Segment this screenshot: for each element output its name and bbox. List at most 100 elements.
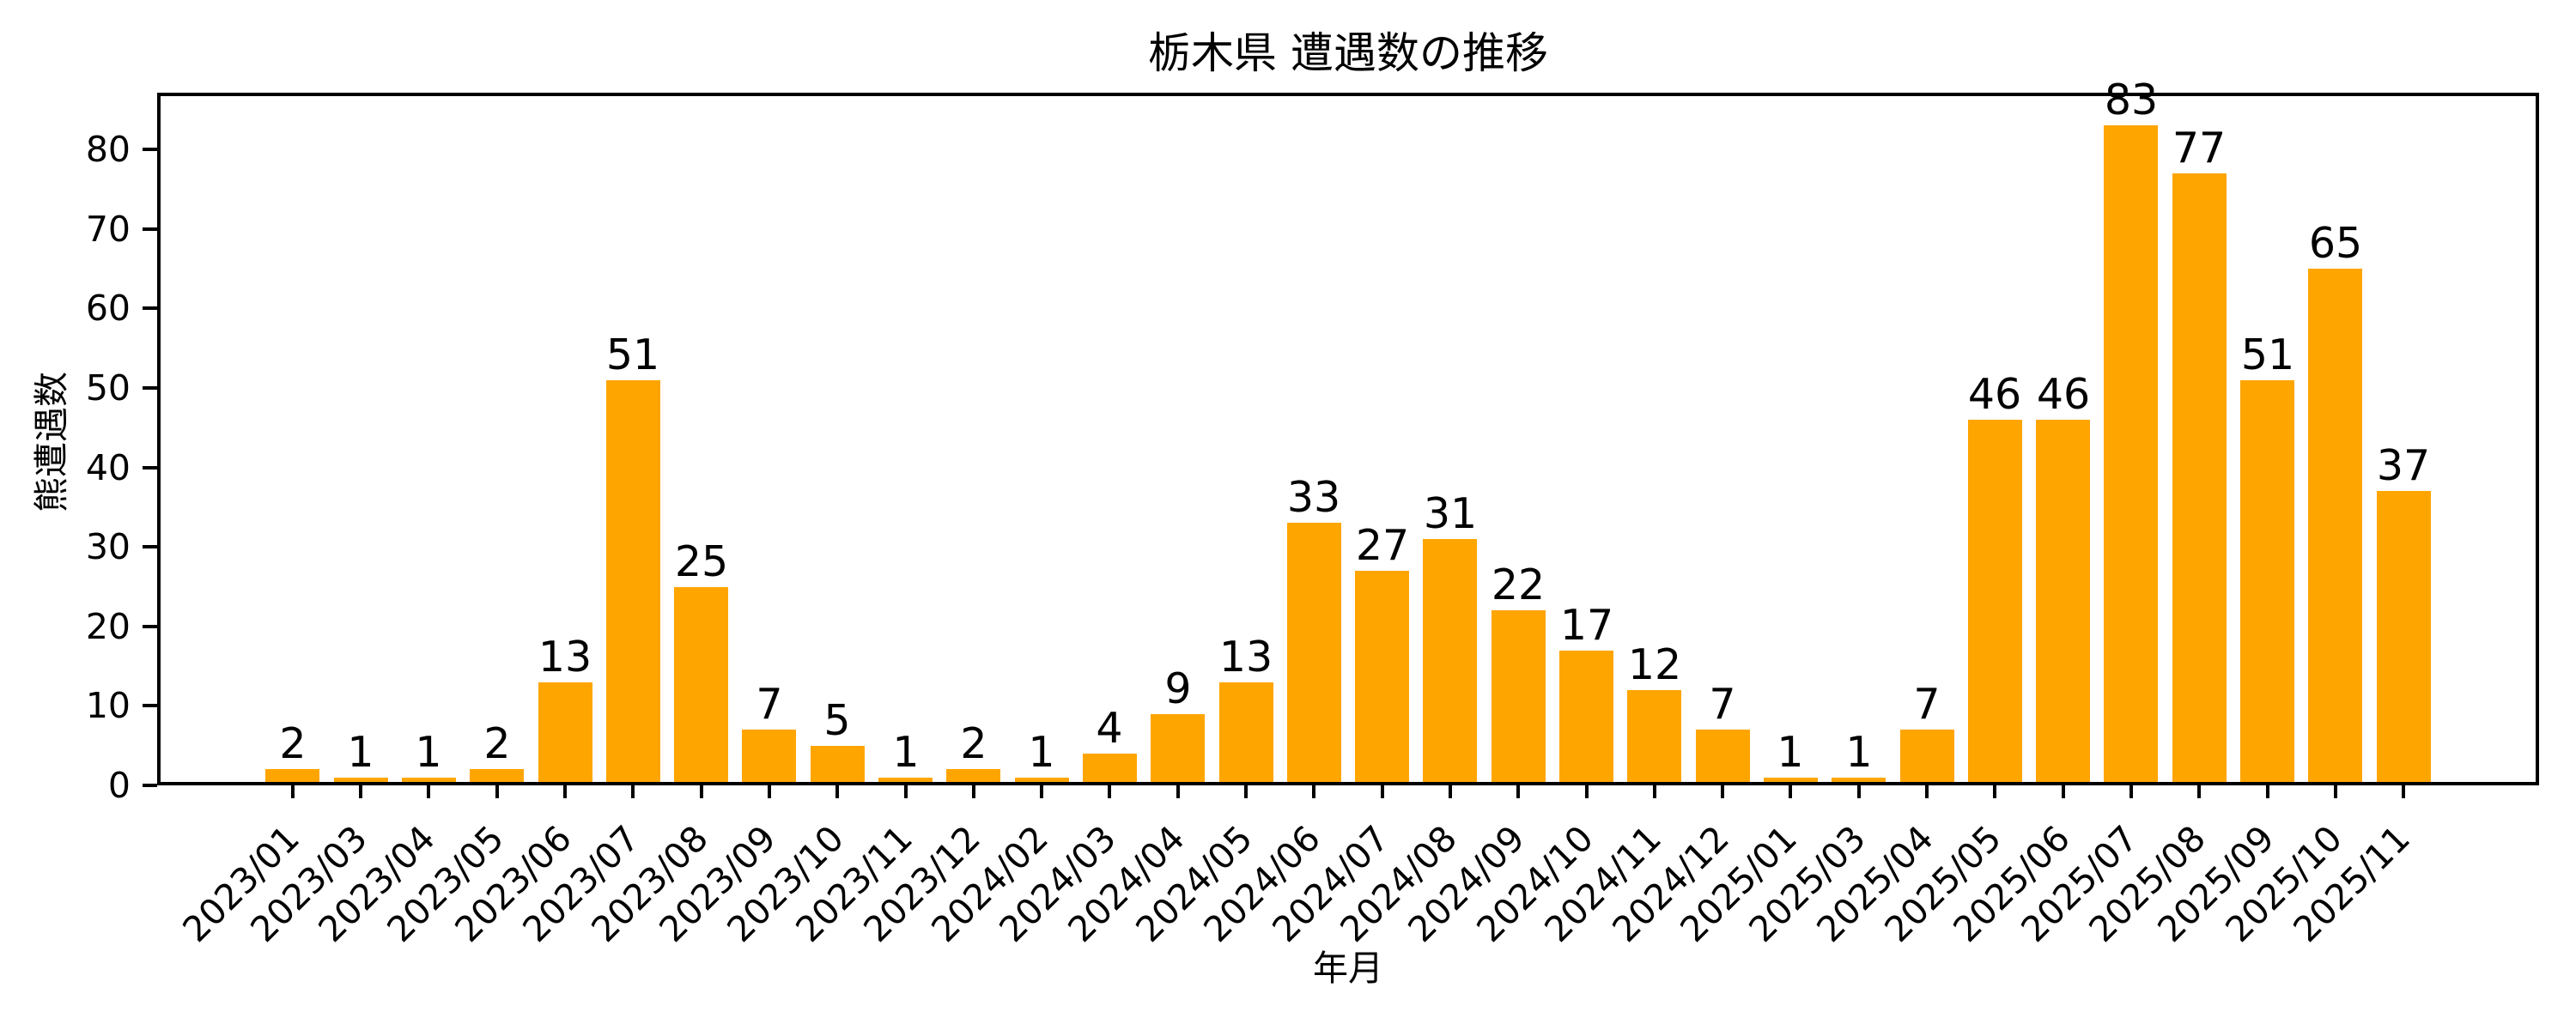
bar-value-label: 4 xyxy=(1096,704,1123,753)
bar xyxy=(265,769,319,785)
bar xyxy=(1559,650,1613,785)
bar-value-label: 31 xyxy=(1423,489,1478,538)
bar xyxy=(402,777,456,785)
bar-value-label: 22 xyxy=(1491,560,1546,609)
x-tick xyxy=(768,785,771,798)
x-tick xyxy=(2197,785,2201,798)
bar xyxy=(2104,125,2158,785)
bar-value-label: 13 xyxy=(1218,633,1273,682)
bar xyxy=(1083,753,1137,785)
y-tick-label: 40 xyxy=(85,446,131,488)
bar-value-label: 1 xyxy=(347,728,374,777)
y-tick xyxy=(143,148,157,152)
y-tick xyxy=(143,227,157,231)
x-tick xyxy=(495,785,499,798)
x-tick xyxy=(1585,785,1589,798)
bar xyxy=(2172,173,2227,785)
bar xyxy=(1900,730,1954,785)
x-tick xyxy=(1244,785,1248,798)
bar-value-label: 1 xyxy=(1845,728,1873,777)
bar-value-label: 1 xyxy=(892,728,920,777)
x-tick xyxy=(835,785,839,798)
bar-value-label: 33 xyxy=(1286,473,1341,522)
x-tick xyxy=(700,785,703,798)
bar xyxy=(1287,523,1341,785)
x-tick xyxy=(1108,785,1111,798)
bar xyxy=(878,777,933,785)
x-tick xyxy=(2129,785,2133,798)
bar xyxy=(606,379,660,785)
bar xyxy=(1968,420,2022,785)
x-tick xyxy=(631,785,635,798)
bar xyxy=(2036,420,2090,785)
x-tick xyxy=(1176,785,1180,798)
bar xyxy=(1151,713,1205,785)
y-tick xyxy=(143,784,157,787)
bar-value-label: 7 xyxy=(756,680,783,729)
y-tick-label: 30 xyxy=(85,526,131,568)
chart-title: 栃木県 遭遇数の推移 xyxy=(1148,28,1548,78)
bar-value-label: 46 xyxy=(2036,370,2091,419)
y-tick xyxy=(143,704,157,708)
x-tick xyxy=(1857,785,1861,798)
bar-value-label: 17 xyxy=(1559,601,1614,650)
bar xyxy=(470,769,524,785)
y-tick xyxy=(143,545,157,549)
bar-value-label: 77 xyxy=(2172,124,2227,173)
bar xyxy=(2308,269,2362,785)
y-tick-label: 60 xyxy=(85,288,131,330)
y-tick-label: 50 xyxy=(85,367,131,409)
bar-value-label: 46 xyxy=(1967,370,2022,419)
bar xyxy=(2377,491,2431,785)
x-tick xyxy=(1789,785,1792,798)
x-tick xyxy=(359,785,362,798)
bar-value-label: 12 xyxy=(1627,640,1682,689)
bar xyxy=(1696,730,1750,785)
x-tick xyxy=(2266,785,2269,798)
x-tick xyxy=(2062,785,2065,798)
x-tick xyxy=(972,785,975,798)
bar-value-label: 27 xyxy=(1355,521,1410,570)
x-axis-label: 年月 xyxy=(1313,948,1383,989)
bar-value-label: 2 xyxy=(483,719,511,768)
bar-value-label: 5 xyxy=(823,696,851,745)
y-tick xyxy=(143,306,157,311)
bar-value-label: 1 xyxy=(1777,728,1804,777)
x-tick xyxy=(1381,785,1384,798)
y-tick-label: 0 xyxy=(107,765,131,806)
y-tick-label: 80 xyxy=(85,129,131,171)
x-tick xyxy=(291,785,295,798)
bar xyxy=(742,730,796,785)
x-tick xyxy=(1449,785,1452,798)
bar-value-label: 83 xyxy=(2104,76,2159,124)
bar-value-label: 7 xyxy=(1709,680,1736,729)
bar-value-label: 9 xyxy=(1164,664,1192,713)
bar-value-label: 2 xyxy=(279,719,307,768)
y-tick xyxy=(143,465,157,470)
bar-value-label: 25 xyxy=(674,537,729,586)
bar xyxy=(1764,777,1818,785)
bar-value-label: 1 xyxy=(1028,728,1055,777)
bar xyxy=(1355,570,1409,785)
bar-value-label: 51 xyxy=(2240,330,2295,379)
x-tick xyxy=(1040,785,1043,798)
x-tick xyxy=(563,785,567,798)
x-tick xyxy=(1653,785,1656,798)
x-tick xyxy=(1993,785,1996,798)
x-tick xyxy=(427,785,430,798)
bar-value-label: 65 xyxy=(2308,219,2363,268)
bar xyxy=(1832,777,1886,785)
bar-value-label: 37 xyxy=(2376,441,2431,490)
bar xyxy=(1627,689,1681,785)
bar-value-label: 13 xyxy=(538,633,592,682)
bar xyxy=(1492,610,1546,785)
bar xyxy=(674,586,728,785)
bar xyxy=(1219,682,1273,785)
x-tick xyxy=(2334,785,2337,798)
bar-value-label: 51 xyxy=(605,330,660,379)
bar xyxy=(1423,538,1477,785)
bar xyxy=(538,682,592,785)
bar-value-label: 2 xyxy=(960,719,987,768)
bar xyxy=(2240,379,2294,785)
